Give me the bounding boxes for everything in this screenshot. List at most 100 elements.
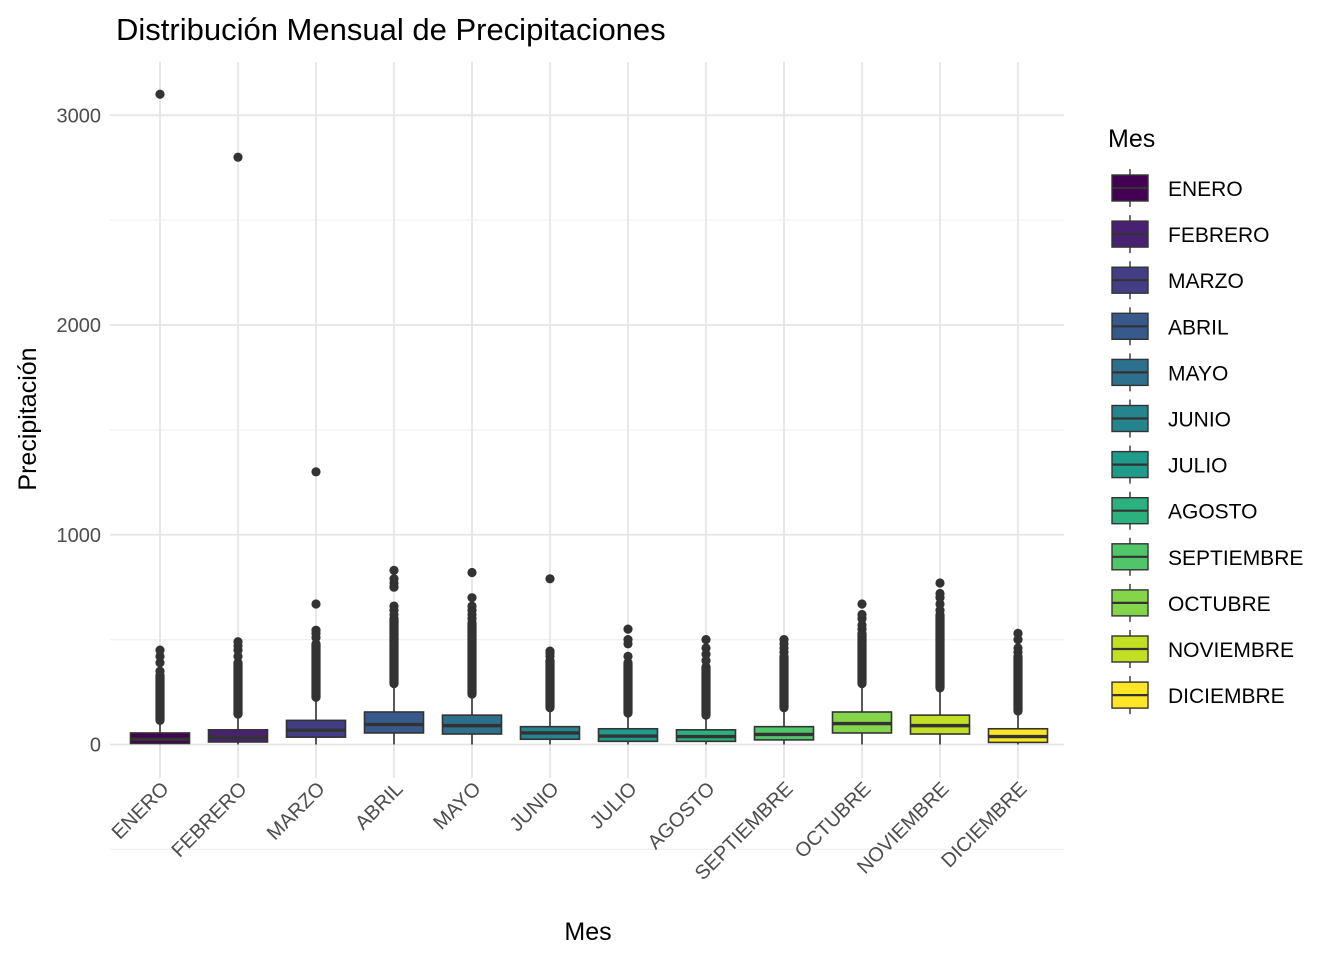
boxes (129, 89, 1049, 745)
legend-label: FEBRERO (1168, 224, 1270, 247)
legend-title: Mes (1108, 125, 1155, 153)
box-diciembre (987, 628, 1049, 745)
outlier-point (545, 574, 555, 584)
outlier-point (467, 593, 477, 603)
outlier-cluster (935, 609, 945, 693)
legend-label: NOVIEMBRE (1168, 639, 1294, 662)
outlier-point (155, 645, 165, 655)
x-axis-title: Mes (564, 918, 611, 946)
outlier-cluster (389, 614, 399, 689)
legend-item-junio: JUNIO (1111, 399, 1231, 438)
legend-item-diciembre: DICIEMBRE (1111, 676, 1285, 715)
legend-label: ABRIL (1168, 316, 1229, 339)
legend-item-marzo: MARZO (1111, 261, 1244, 300)
outlier-cluster (233, 658, 243, 719)
outlier-point (857, 599, 867, 609)
outlier-cluster (545, 656, 555, 713)
outlier-point (233, 152, 243, 162)
outlier-point (623, 635, 633, 645)
outlier-point (545, 646, 555, 656)
outlier-point (701, 656, 711, 666)
outlier-cluster (467, 618, 477, 699)
outlier-point (311, 625, 321, 635)
legend-label: OCTUBRE (1168, 593, 1271, 616)
x-tick-label: MAYO (429, 778, 485, 834)
chart-title: Distribución Mensual de Precipitaciones (116, 12, 666, 47)
y-tick-labels: 0 1000 2000 3000 (57, 105, 102, 756)
outlier-point (1013, 635, 1023, 645)
outlier-point (701, 643, 711, 653)
outlier-cluster (1013, 651, 1023, 716)
outlier-point (311, 467, 321, 477)
outlier-cluster (311, 639, 321, 702)
outlier-point (155, 89, 165, 99)
outlier-point (233, 637, 243, 647)
outlier-point (389, 601, 399, 611)
box-febrero (207, 152, 269, 745)
legend-label: ENERO (1168, 178, 1243, 201)
iqr-box (363, 711, 425, 734)
outlier-point (155, 666, 165, 676)
legend-label: MAYO (1168, 362, 1228, 385)
outlier-point (857, 620, 867, 630)
outlier-point (935, 599, 945, 609)
y-axis-title: Precipitación (14, 347, 42, 490)
y-tick-label: 0 (90, 735, 101, 757)
legend-label: JUNIO (1168, 409, 1231, 432)
outlier-point (935, 578, 945, 588)
legend-item-octubre: OCTUBRE (1111, 583, 1271, 622)
outlier-point (1013, 643, 1023, 653)
outlier-point (701, 635, 711, 645)
legend-label: MARZO (1168, 270, 1244, 293)
outlier-point (389, 574, 399, 584)
box-junio (519, 574, 581, 745)
legend-label: AGOSTO (1168, 501, 1257, 524)
legend-item-julio: JULIO (1111, 445, 1228, 484)
outlier-point (935, 605, 945, 615)
x-tick-label: ABRIL (351, 778, 407, 834)
outlier-cluster (779, 651, 789, 713)
outlier-point (623, 651, 633, 662)
outlier-cluster (701, 662, 711, 720)
outlier-point (467, 567, 477, 578)
outlier-point (623, 624, 633, 634)
legend-item-abril: ABRIL (1111, 307, 1229, 346)
x-tick-label: ENERO (108, 778, 174, 844)
x-tick-label: OCTUBRE (791, 778, 876, 863)
outlier-point (155, 658, 165, 668)
box-octubre (831, 599, 893, 745)
outlier-point (857, 609, 867, 620)
x-tick-label: MARZO (263, 778, 330, 845)
legend-item-agosto: AGOSTO (1111, 491, 1257, 530)
y-tick-label: 1000 (57, 525, 102, 547)
box-septiembre (753, 635, 815, 745)
outlier-point (311, 599, 321, 609)
outlier-cluster (623, 658, 633, 718)
legend-label: DICIEMBRE (1168, 685, 1285, 708)
legend-label: JULIO (1168, 455, 1228, 478)
outlier-point (935, 588, 945, 599)
legend-item-septiembre: SEPTIEMBRE (1111, 537, 1303, 576)
outlier-point (701, 649, 711, 659)
outlier-point (155, 651, 165, 662)
outlier-point (233, 651, 243, 662)
box-noviembre (909, 578, 971, 745)
legend-label: SEPTIEMBRE (1168, 547, 1303, 570)
legend-item-enero: ENERO (1111, 169, 1243, 207)
box-marzo (285, 467, 347, 745)
outlier-point (389, 565, 399, 576)
x-tick-label: JUNIO (506, 778, 564, 836)
legend: ENERO FEBRERO MARZO ABRIL MAYO JUNIO JULIO AGOS… (1111, 169, 1303, 715)
box-mayo (441, 567, 503, 745)
legend-item-noviembre: NOVIEMBRE (1111, 630, 1294, 668)
y-tick-label: 2000 (57, 315, 102, 337)
outlier-cluster (857, 628, 867, 689)
box-julio (597, 624, 659, 745)
outlier-point (779, 635, 789, 645)
outlier-point (1013, 628, 1023, 638)
x-tick-label: AGOSTO (644, 778, 720, 854)
box-enero (129, 89, 191, 745)
outlier-cluster (155, 670, 165, 725)
